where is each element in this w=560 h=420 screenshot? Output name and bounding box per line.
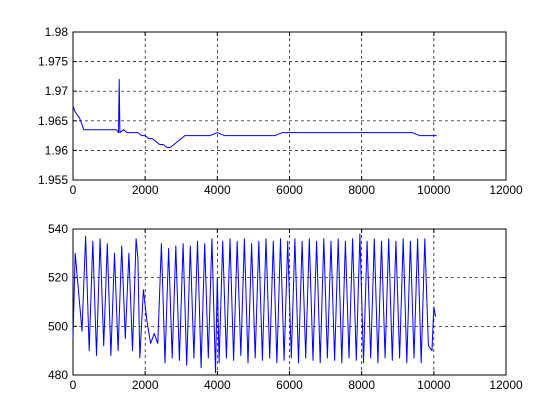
y-tick-label: 1.955 <box>38 173 68 187</box>
x-tick-label: 4000 <box>204 183 231 197</box>
x-tick-label: 2000 <box>132 378 159 392</box>
x-tick-label: 4000 <box>204 378 231 392</box>
x-tick-label: 6000 <box>276 378 303 392</box>
x-tick-label: 2000 <box>132 183 159 197</box>
x-tick-label: 8000 <box>348 183 375 197</box>
x-tick-label: 8000 <box>348 378 375 392</box>
y-tick-label: 1.96 <box>45 143 69 157</box>
x-tick-label: 6000 <box>276 183 303 197</box>
bottom-series-line <box>72 233 437 374</box>
y-tick-label: 1.975 <box>38 55 68 69</box>
x-tick-label: 0 <box>70 183 77 197</box>
x-tick-label: 10000 <box>417 183 451 197</box>
y-tick-label: 520 <box>48 271 68 285</box>
x-tick-label: 10000 <box>417 378 451 392</box>
x-tick-label: 0 <box>70 378 77 392</box>
bottom-plot: 0 2000 4000 6000 8000 10000 12000 480 500 520 540 <box>48 222 523 392</box>
y-tick-label: 1.965 <box>38 114 68 128</box>
y-tick-label: 480 <box>48 368 68 382</box>
x-tick-label: 12000 <box>489 183 523 197</box>
y-tick-label: 1.97 <box>45 84 69 98</box>
y-tick-label: 540 <box>48 222 68 236</box>
y-tick-label: 1.98 <box>45 25 69 39</box>
x-tick-label: 12000 <box>489 378 523 392</box>
top-series-line <box>72 78 437 148</box>
top-plot: 0 2000 4000 6000 8000 10000 12000 1.955 1.96 1.96… <box>38 25 523 197</box>
y-tick-label: 500 <box>48 319 68 333</box>
